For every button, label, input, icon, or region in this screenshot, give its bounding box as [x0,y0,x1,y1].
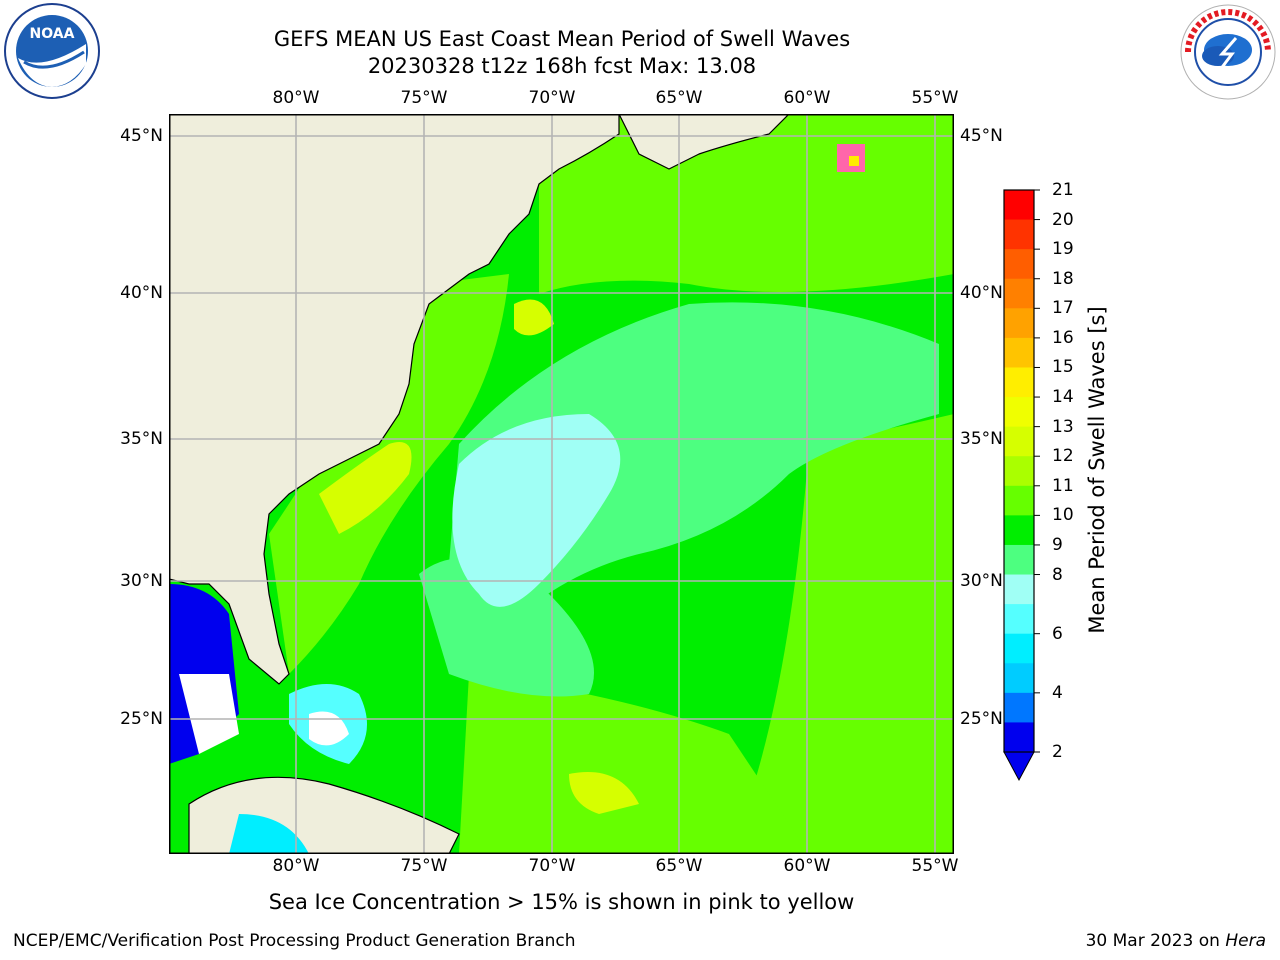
colorbar-segment [1004,190,1034,221]
colorbar-segment [1004,692,1034,723]
colorbar-tick-label: 4 [1052,682,1063,703]
lat-label-left: 35°N [120,429,163,449]
colorbar-segment [1004,219,1034,250]
swell-zone-9s [449,302,939,634]
lon-label-top: 70°W [528,88,576,108]
lat-label-left: 40°N [120,283,163,303]
colorbar-tick-label: 18 [1052,268,1074,289]
lon-label-bottom: 65°W [655,856,703,876]
colorbar-segment [1004,337,1034,368]
swell-high-3 [514,299,554,336]
map-panel [169,114,954,854]
footer-host: Hera [1225,931,1266,951]
colorbar-tick-label: 11 [1052,475,1074,496]
colorbar-tick-label: 9 [1052,534,1063,555]
colorbar-tick-label: 10 [1052,505,1074,526]
swell-high-2 [569,772,639,814]
canada-land [618,114,790,170]
colorbar-title: Mean Period of Swell Waves [s] [1085,306,1109,634]
colorbar-tick-label: 13 [1052,416,1074,437]
lon-label-bottom: 55°W [911,856,959,876]
colorbar-tick-label: 15 [1052,357,1074,378]
colorbar-segment [1004,663,1034,694]
lon-label-bottom: 60°W [783,856,831,876]
map-gridlines [169,114,954,854]
lat-label-left: 30°N [120,571,163,591]
colorbar-segment [1004,367,1034,398]
colorbar [1003,189,1040,782]
colorbar-frame [1003,189,1035,753]
colorbar-segment [1004,397,1034,428]
map-title: GEFS MEAN US East Coast Mean Period of S… [273,27,851,51]
lon-label-top: 55°W [911,88,959,108]
bahamas-no-data [309,711,349,746]
sea-ice-caption: Sea Ice Concentration > 15% is shown in … [268,890,855,914]
noaa-logo-icon: NOAA [4,3,100,99]
lon-label-bottom: 70°W [528,856,576,876]
colorbar-segment [1004,308,1034,339]
colorbar-segment [1004,633,1034,664]
lon-label-top: 75°W [400,88,448,108]
sea-ice-marker-core [849,156,859,166]
footer-credit: NCEP/EMC/Verification Post Processing Pr… [13,931,576,951]
swell-high-1 [319,442,412,534]
lon-label-top: 60°W [783,88,831,108]
lon-label-top: 80°W [272,88,320,108]
colorbar-tick-label: 12 [1052,446,1074,467]
colorbar-tick-label: 14 [1052,387,1074,408]
colorbar-tick-label: 2 [1052,742,1063,762]
colorbar-segment [1004,722,1034,753]
colorbar-tick-label: 17 [1052,298,1074,319]
lat-label-right: 35°N [960,429,1003,449]
colorbar-segment [1004,485,1034,516]
colorbar-tick-label: 21 [1052,180,1074,200]
colorbar-segment [1004,249,1034,280]
lat-label-right: 45°N [960,126,1003,146]
swell-zone-east [729,414,954,854]
lat-label-left: 45°N [120,126,163,146]
us-land [169,114,620,685]
colorbar-segment [1004,544,1034,576]
lon-label-bottom: 75°W [400,856,448,876]
lat-label-right: 40°N [960,283,1003,303]
swell-zone-9s-b [419,558,594,697]
colorbar-tick-label: 8 [1052,564,1063,585]
colorbar-segment [1004,515,1034,546]
caribbean-shallow [229,814,309,854]
colorbar-segment [1004,456,1034,487]
lat-label-left: 25°N [120,709,163,729]
map-subtitle: 20230328 t12z 168h fcst Max: 13.08 [367,54,757,78]
colorbar-segment [1004,604,1034,635]
colorbar-tick-label: 20 [1052,209,1074,230]
lon-label-bottom: 80°W [272,856,320,876]
lat-label-right: 30°N [960,571,1003,591]
footer-date-text: 30 Mar 2023 on [1085,931,1226,951]
colorbar-tick-label: 6 [1052,623,1063,644]
lon-label-top: 65°W [655,88,703,108]
gulf-no-data [179,674,239,754]
swell-zone-8s [452,414,621,607]
map-frame [169,114,954,854]
nws-logo-icon [1180,4,1276,100]
footer-date: 30 Mar 2023 on Hera [1086,931,1266,951]
colorbar-segment [1004,574,1034,605]
svg-text:NOAA: NOAA [30,26,75,42]
colorbar-tick-label: 16 [1052,327,1074,348]
colorbar-segment [1004,278,1034,309]
colorbar-extend-triangle [1003,751,1035,782]
colorbar-tick-label: 19 [1052,239,1074,260]
lat-label-right: 25°N [960,709,1003,729]
colorbar-segment [1004,426,1034,457]
